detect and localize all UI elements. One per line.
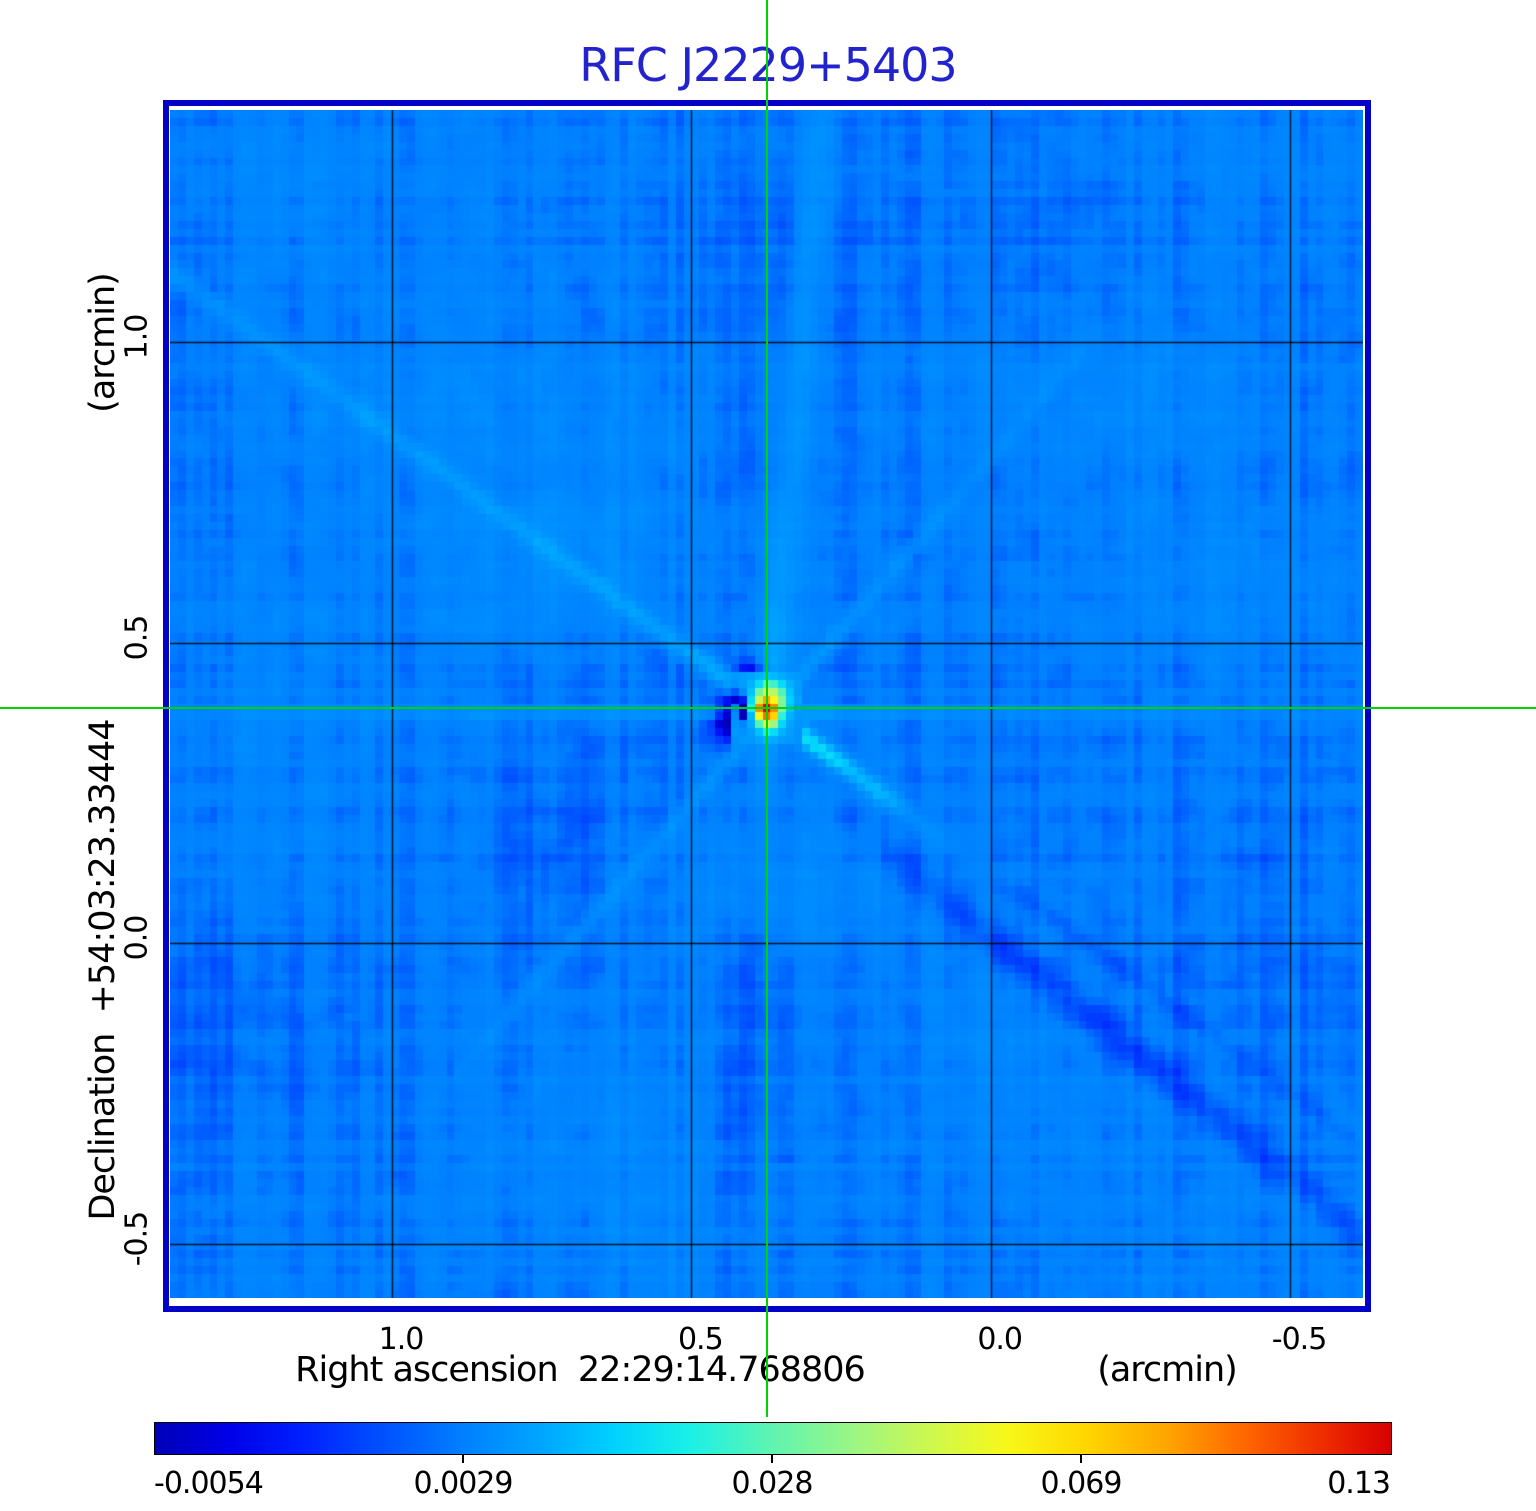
- y-tick-label: -0.5: [119, 1211, 155, 1267]
- x-axis-unit-label: (arcmin): [1097, 1350, 1238, 1390]
- colorbar: [154, 1422, 1392, 1455]
- colorbar-label: 0.028: [731, 1466, 814, 1501]
- colorbar-label: 0.13: [1327, 1466, 1391, 1501]
- colorbar-tick: [771, 1454, 773, 1463]
- colorbar-tick: [1080, 1454, 1082, 1463]
- y-axis-label: Declination +54:03:23.33444: [83, 719, 123, 1221]
- y-tick-label: 0.5: [119, 615, 155, 660]
- x-tick-label: -0.5: [1271, 1322, 1328, 1357]
- figure-title: RFC J2229+5403: [579, 38, 957, 92]
- x-axis-label: Right ascension 22:29:14.768806: [295, 1350, 866, 1390]
- x-tick-label: 0.5: [677, 1322, 724, 1357]
- crosshair-horizontal-line: [0, 707, 1536, 709]
- x-tick-label: 1.0: [378, 1322, 425, 1357]
- colorbar-label: 0.0029: [413, 1466, 514, 1501]
- colorbar-tick: [462, 1454, 464, 1463]
- y-tick-label: 0.0: [119, 915, 155, 961]
- x-tick-label: 0.0: [977, 1322, 1023, 1357]
- y-tick-label: 1.0: [119, 314, 155, 360]
- y-axis-unit-label: (arcmin): [83, 273, 123, 413]
- colorbar-label: -0.0054: [154, 1466, 264, 1501]
- colorbar-label: 0.069: [1040, 1466, 1123, 1501]
